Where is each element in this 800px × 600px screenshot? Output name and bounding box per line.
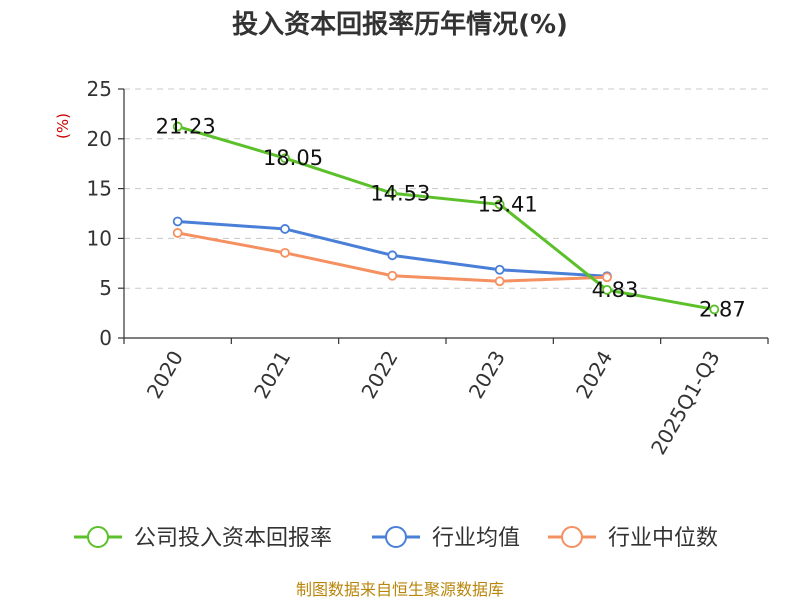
series-point[interactable] (172, 121, 183, 132)
data-label: 21.23 (156, 115, 216, 139)
x-tick-label: 2021 (249, 347, 295, 403)
legend-label: 行业中位数 (608, 526, 718, 551)
legend: 公司投入资本回报率 行业均值 行业中位数 (74, 526, 718, 551)
x-tick-label: 2020 (142, 347, 188, 403)
y-tick-label: 15 (87, 177, 112, 201)
series-point[interactable] (494, 199, 505, 210)
series-point[interactable] (280, 247, 290, 258)
series-point[interactable] (494, 264, 505, 275)
series-0 (172, 121, 720, 315)
legend-label: 公司投入资本回报率 (134, 526, 332, 551)
series-point[interactable] (172, 228, 183, 238)
series-point[interactable] (280, 153, 290, 164)
series-1 (172, 216, 612, 282)
y-tick-label: 20 (87, 127, 112, 151)
y-tick-label: 0 (99, 326, 112, 350)
series-point[interactable] (387, 250, 398, 261)
series-layer (172, 121, 720, 315)
legend-item-0[interactable]: 公司投入资本回报率 (74, 526, 332, 551)
series-2 (172, 228, 612, 287)
chart-title: 投入资本回报率历年情况(%) (232, 9, 568, 40)
legend-label: 行业均值 (432, 526, 520, 551)
y-tick-label: 5 (99, 276, 112, 300)
data-label: 2.87 (699, 297, 746, 321)
legend-marker (87, 526, 109, 548)
grid-layer (124, 88, 768, 289)
x-tick-label: 2025Q1-Q3 (646, 347, 725, 459)
series-point[interactable] (280, 224, 290, 234)
y-tick-label: 10 (87, 226, 112, 250)
series-point[interactable] (387, 188, 398, 199)
data-label: 18.05 (263, 146, 323, 170)
source-note: 制图数据来自恒生聚源数据库 (296, 580, 504, 599)
series-point[interactable] (494, 276, 505, 287)
legend-item-2[interactable]: 行业中位数 (548, 526, 718, 551)
data-label: 13.41 (478, 192, 538, 216)
x-tick-label: 2024 (571, 347, 617, 403)
series-point[interactable] (602, 284, 612, 295)
series-line (177, 219, 608, 278)
y-axis-label: (%) (54, 113, 72, 139)
data-label-layer: 21.23 18.05 14.53 13.41 4.83 2.87 (156, 115, 746, 322)
series-point[interactable] (602, 272, 612, 283)
legend-marker (385, 526, 407, 548)
y-tick-label: 25 (87, 77, 112, 101)
data-label: 4.83 (592, 278, 639, 302)
series-point[interactable] (172, 216, 183, 227)
legend-marker (561, 526, 583, 548)
legend-item-1[interactable]: 行业均值 (372, 526, 520, 551)
x-tick-label: 2022 (356, 347, 402, 403)
series-point[interactable] (387, 270, 398, 281)
series-point[interactable] (709, 304, 720, 315)
x-tick-label: 2023 (464, 346, 510, 402)
series-line (177, 125, 715, 311)
data-label: 14.53 (370, 181, 430, 205)
